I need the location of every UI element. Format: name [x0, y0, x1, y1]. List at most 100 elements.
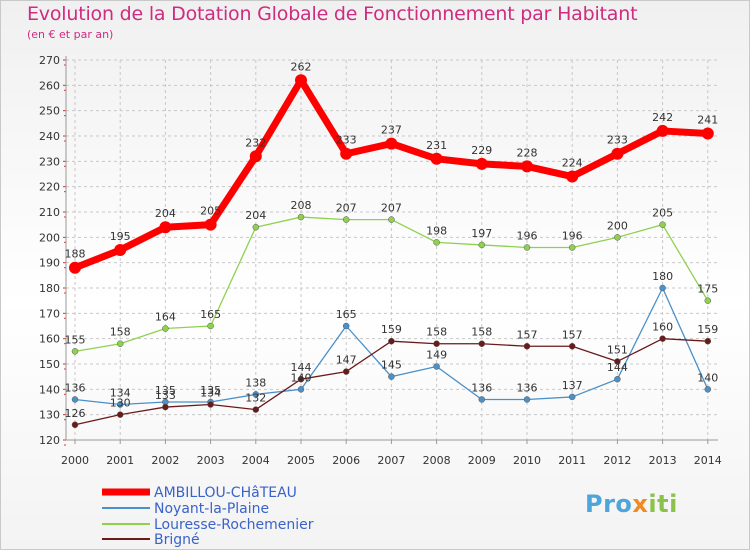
data-label: 164 — [155, 311, 176, 324]
data-label: 165 — [336, 308, 357, 321]
legend: AMBILLOU-CHâTEAUNoyant-la-PlaineLouresse… — [102, 485, 314, 548]
data-point — [568, 393, 576, 401]
data-label: 130 — [110, 397, 131, 410]
data-point — [521, 160, 533, 173]
data-label: 180 — [652, 270, 673, 283]
data-point — [342, 322, 350, 330]
x-tick-label: 2007 — [377, 454, 405, 467]
data-label: 149 — [426, 349, 447, 362]
data-point — [478, 340, 486, 347]
data-point — [388, 216, 395, 223]
legend-label: Brigné — [154, 532, 200, 548]
x-tick-label: 2003 — [197, 454, 225, 467]
logo-part-pro: Pro — [585, 490, 633, 518]
data-point — [162, 403, 169, 411]
y-tick-label: 270 — [39, 54, 60, 67]
data-label: 157 — [517, 328, 538, 341]
x-tick-label: 2002 — [151, 454, 179, 467]
data-point — [114, 244, 127, 256]
data-point — [116, 411, 124, 418]
data-label: 126 — [65, 407, 86, 420]
data-label: 241 — [697, 113, 718, 126]
data-label: 188 — [65, 248, 86, 261]
data-point — [340, 147, 353, 160]
data-point — [162, 325, 169, 332]
data-label: 205 — [652, 207, 673, 220]
legend-label: AMBILLOU-CHâTEAU — [154, 485, 297, 501]
data-point — [159, 221, 172, 234]
legend-label: Noyant-la-Plaine — [154, 501, 269, 517]
data-label: 228 — [517, 146, 538, 159]
data-point — [249, 150, 262, 163]
data-label: 165 — [200, 308, 221, 321]
data-label: 157 — [562, 328, 583, 341]
data-point — [71, 396, 79, 403]
data-label: 229 — [471, 144, 492, 157]
data-point — [614, 358, 621, 365]
data-label: 158 — [471, 326, 492, 339]
data-point — [523, 396, 531, 403]
data-label: 207 — [336, 202, 357, 215]
data-label: 232 — [245, 136, 266, 149]
data-point — [388, 337, 395, 345]
data-point — [252, 406, 260, 413]
y-tick-label: 220 — [39, 181, 60, 194]
series-group — [69, 74, 714, 429]
data-point — [116, 401, 124, 408]
data-label: 136 — [517, 381, 538, 394]
data-label: 198 — [426, 224, 447, 237]
data-label: 136 — [471, 381, 492, 394]
data-point — [433, 340, 440, 347]
data-point — [71, 348, 79, 355]
y-tick-labels: 120 130 140 150 160 170 180 190 200 210 220 230 240 2… — [39, 54, 60, 447]
y-tick-label: 160 — [39, 333, 60, 346]
data-point — [568, 343, 576, 350]
data-point — [611, 147, 624, 160]
data-label: 204 — [245, 209, 266, 222]
data-label: 200 — [607, 219, 628, 232]
x-tick-label: 2004 — [242, 454, 270, 467]
proxiti-logo: Proxiti — [585, 490, 678, 518]
data-point — [297, 375, 305, 383]
y-tick-label: 130 — [39, 409, 60, 422]
grid-lines — [66, 59, 718, 441]
data-label: 136 — [65, 381, 86, 394]
x-tick-label: 2009 — [468, 454, 496, 467]
logo-part-x: x — [632, 490, 649, 518]
data-label: 137 — [562, 379, 583, 392]
chart-subtitle: (en € et par an) — [27, 28, 114, 41]
data-point — [433, 363, 440, 370]
data-label: 147 — [336, 354, 357, 367]
data-point — [388, 373, 395, 380]
data-label: 135 — [200, 384, 221, 397]
data-label: 175 — [697, 283, 718, 296]
data-point — [252, 223, 260, 231]
y-tick-label: 150 — [39, 358, 60, 371]
data-point — [659, 335, 666, 342]
data-label: 140 — [291, 371, 312, 384]
axes — [63, 56, 718, 446]
data-labels: 188 195 204 205 232 262 233 237 231 229 228 224 233 2… — [65, 60, 719, 420]
x-tick-label: 2008 — [423, 454, 451, 467]
data-label: 197 — [471, 227, 492, 240]
data-label: 224 — [562, 157, 583, 170]
data-point — [704, 337, 712, 345]
data-point — [704, 386, 712, 393]
data-label: 231 — [426, 139, 447, 152]
data-label: 160 — [652, 321, 673, 334]
data-label: 158 — [110, 326, 131, 339]
y-tick-label: 210 — [39, 206, 60, 219]
data-point — [659, 284, 666, 292]
x-tick-label: 2013 — [649, 454, 677, 467]
y-tick-label: 200 — [39, 231, 60, 244]
data-label: 144 — [291, 361, 312, 374]
data-label: 144 — [607, 361, 628, 374]
x-tick-label: 2012 — [603, 454, 631, 467]
data-label: 151 — [607, 343, 628, 356]
data-label: 132 — [245, 392, 266, 405]
logo-part-iti: iti — [648, 490, 678, 518]
data-point — [566, 170, 579, 183]
data-point — [252, 391, 260, 398]
y-tick-label: 140 — [39, 383, 60, 396]
data-point — [207, 401, 214, 408]
